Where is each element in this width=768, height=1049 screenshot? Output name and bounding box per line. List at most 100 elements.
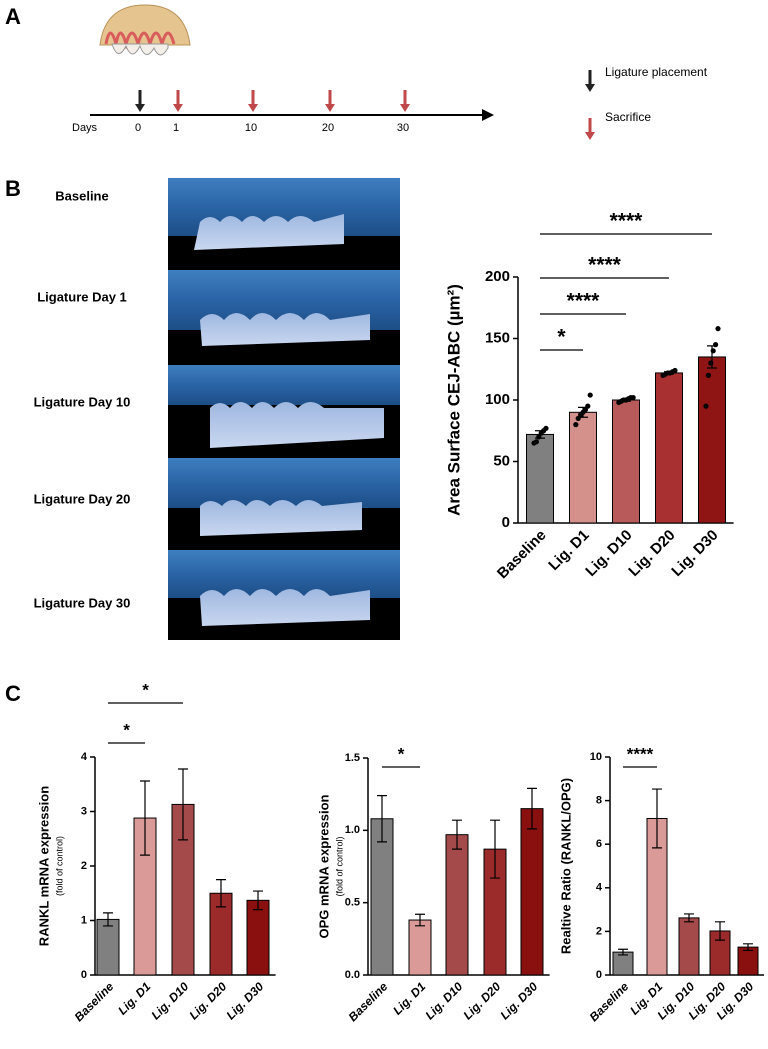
error-bar [527,787,537,830]
y-axis-label: RANKL mRNA expression [36,786,51,946]
image-label: Ligature Day 1 [37,289,127,304]
x-tick-label: Baseline [494,527,550,583]
y-axis-label: OPG mRNA expression [316,794,331,938]
panel-label: B [5,176,21,201]
x-tick-label: Lig. D20 [625,527,678,580]
image-label: Ligature Day 30 [34,595,131,610]
x-tick-label: Lig. D30 [223,979,266,1022]
y-tick-label: 10 [590,751,602,763]
significance-label: * [398,744,405,763]
data-point [708,360,714,366]
data-point [672,367,678,374]
significance-label: **** [588,254,622,277]
bar [408,919,432,976]
y-tick-label: 4 [81,751,88,763]
x-tick-label: Lig. D10 [422,979,465,1022]
error-bar [618,948,628,956]
y-tick-label: 1.0 [345,824,360,836]
bar [678,917,700,976]
panel-label: C [5,681,21,706]
error-bar [490,819,500,879]
bar [655,372,683,524]
jaw-illustration [99,4,191,56]
error-bar [140,780,150,856]
error-bar [452,819,462,850]
error-bar [415,913,425,927]
data-point [582,407,589,413]
data-point [533,439,540,445]
x-tick-label: Lig. D30 [668,527,721,580]
y-tick-label: 0 [81,969,87,981]
y-tick-label: 50 [493,452,510,469]
y-tick-label: 6 [596,838,602,850]
bar [698,356,726,524]
data-point [575,415,581,422]
photo [168,178,400,250]
y-tick-label: 200 [485,268,510,285]
x-tick-label: Lig. D30 [497,979,540,1022]
y-tick-label: 2 [81,860,87,872]
data-point [713,342,719,348]
x-tick-label: Lig. D10 [148,979,191,1022]
bar [526,433,554,524]
x-tick-label: Baseline [346,979,391,1024]
data-point [705,372,712,378]
x-tick-label: Lig. D20 [186,979,229,1022]
day-label: 30 [397,122,409,134]
data-point [587,392,593,398]
image-label: Ligature Day 10 [34,394,131,409]
y-tick-label: 0 [596,969,602,981]
error-bar [715,921,725,941]
bar [445,834,469,976]
y-tick-label: 0 [502,514,510,531]
error-bar [216,879,226,908]
data-point [536,434,542,440]
day-label: 10 [245,122,257,134]
photo [168,365,400,448]
data-point [710,348,716,354]
y-axis-sublabel: (fold of control) [334,836,344,896]
arrow-head [400,104,410,112]
timeline [90,109,494,121]
bar [569,411,597,524]
day-label: 20 [322,122,334,134]
significance-label: * [123,720,130,739]
error-bar [743,943,753,951]
error-bar [684,913,694,923]
x-tick-label: Baseline [72,979,117,1024]
arrow-head [325,104,335,112]
y-axis-sublabel: (fold of control) [54,836,64,896]
arrow-head [585,132,595,140]
legend-label: Ligature placement [605,65,708,79]
y-tick-label: 0.0 [345,969,360,981]
y-axis-label: Area Surface CEJ-ABC (µm²) [444,284,463,516]
photo [168,270,400,346]
significance-label: **** [567,290,601,313]
arrow-head [173,104,183,112]
bar [737,946,759,976]
image-label: Baseline [55,188,108,203]
data-point [543,425,549,431]
arrow-head [585,84,595,92]
timeline-label: Days [72,122,98,134]
day-label: 0 [135,122,141,134]
significance-label: * [557,326,566,349]
photo [168,458,400,536]
arrow-head [135,104,145,112]
y-tick-label: 8 [596,795,602,807]
data-point [703,403,709,409]
panel-label: A [5,4,21,29]
y-tick-label: 4 [596,882,603,894]
arrow-head [248,104,258,112]
significance-label: **** [610,210,644,233]
y-axis-label: Realtive Ratio (RANKL/OPG) [558,778,573,954]
x-tick-label: Lig. D10 [582,527,635,580]
image-label: Ligature Day 20 [34,491,131,506]
error-bar [253,890,263,911]
y-tick-label: 1.5 [345,752,360,764]
y-tick-label: 3 [81,805,87,817]
data-point [630,394,636,401]
y-tick-label: 150 [485,329,510,346]
photo [168,550,400,626]
